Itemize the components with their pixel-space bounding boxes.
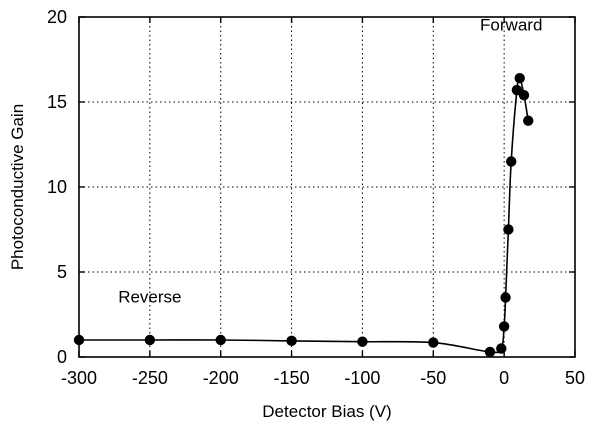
data-point xyxy=(514,73,525,84)
gridlines xyxy=(79,17,575,357)
x-tick-label: 50 xyxy=(565,368,585,388)
y-tick-label: 10 xyxy=(47,177,67,197)
x-tick-label: -200 xyxy=(203,368,239,388)
data-point xyxy=(506,156,517,167)
y-tick-labels: 0 5 10 15 20 xyxy=(47,7,67,367)
data-point xyxy=(500,292,511,303)
x-tick-labels: -300 -250 -200 -150 -100 -50 0 50 xyxy=(61,368,585,388)
y-axis-title: Photoconductive Gain xyxy=(8,104,27,270)
data-points xyxy=(73,73,534,358)
y-tick-label: 0 xyxy=(57,347,67,367)
series-line xyxy=(79,76,529,354)
data-point xyxy=(144,334,156,346)
data-point xyxy=(286,335,297,347)
annotation-label: Reverse xyxy=(118,288,181,307)
data-point xyxy=(518,90,530,101)
data-point xyxy=(496,343,507,354)
data-point xyxy=(428,337,439,348)
x-tick-label: -250 xyxy=(132,368,168,388)
y-tick-label: 20 xyxy=(47,7,67,27)
data-point xyxy=(503,224,514,235)
y-tick-label: 5 xyxy=(57,262,67,282)
x-tick-label: -100 xyxy=(344,368,380,388)
data-point xyxy=(357,336,368,347)
x-axis-title: Detector Bias (V) xyxy=(262,402,391,421)
annotation-label: Forward xyxy=(480,16,542,35)
x-tick-label: -300 xyxy=(61,368,97,388)
data-point xyxy=(484,346,496,358)
data-point xyxy=(523,115,534,126)
annotations: Reverse Forward xyxy=(118,16,542,307)
data-point xyxy=(215,334,226,346)
data-point xyxy=(498,321,510,332)
x-tick-label: -150 xyxy=(274,368,310,388)
data-point xyxy=(73,334,85,346)
axis-ticks xyxy=(78,16,576,358)
x-tick-label: 0 xyxy=(499,368,509,388)
x-tick-label: -50 xyxy=(420,368,446,388)
y-tick-label: 15 xyxy=(47,92,67,112)
